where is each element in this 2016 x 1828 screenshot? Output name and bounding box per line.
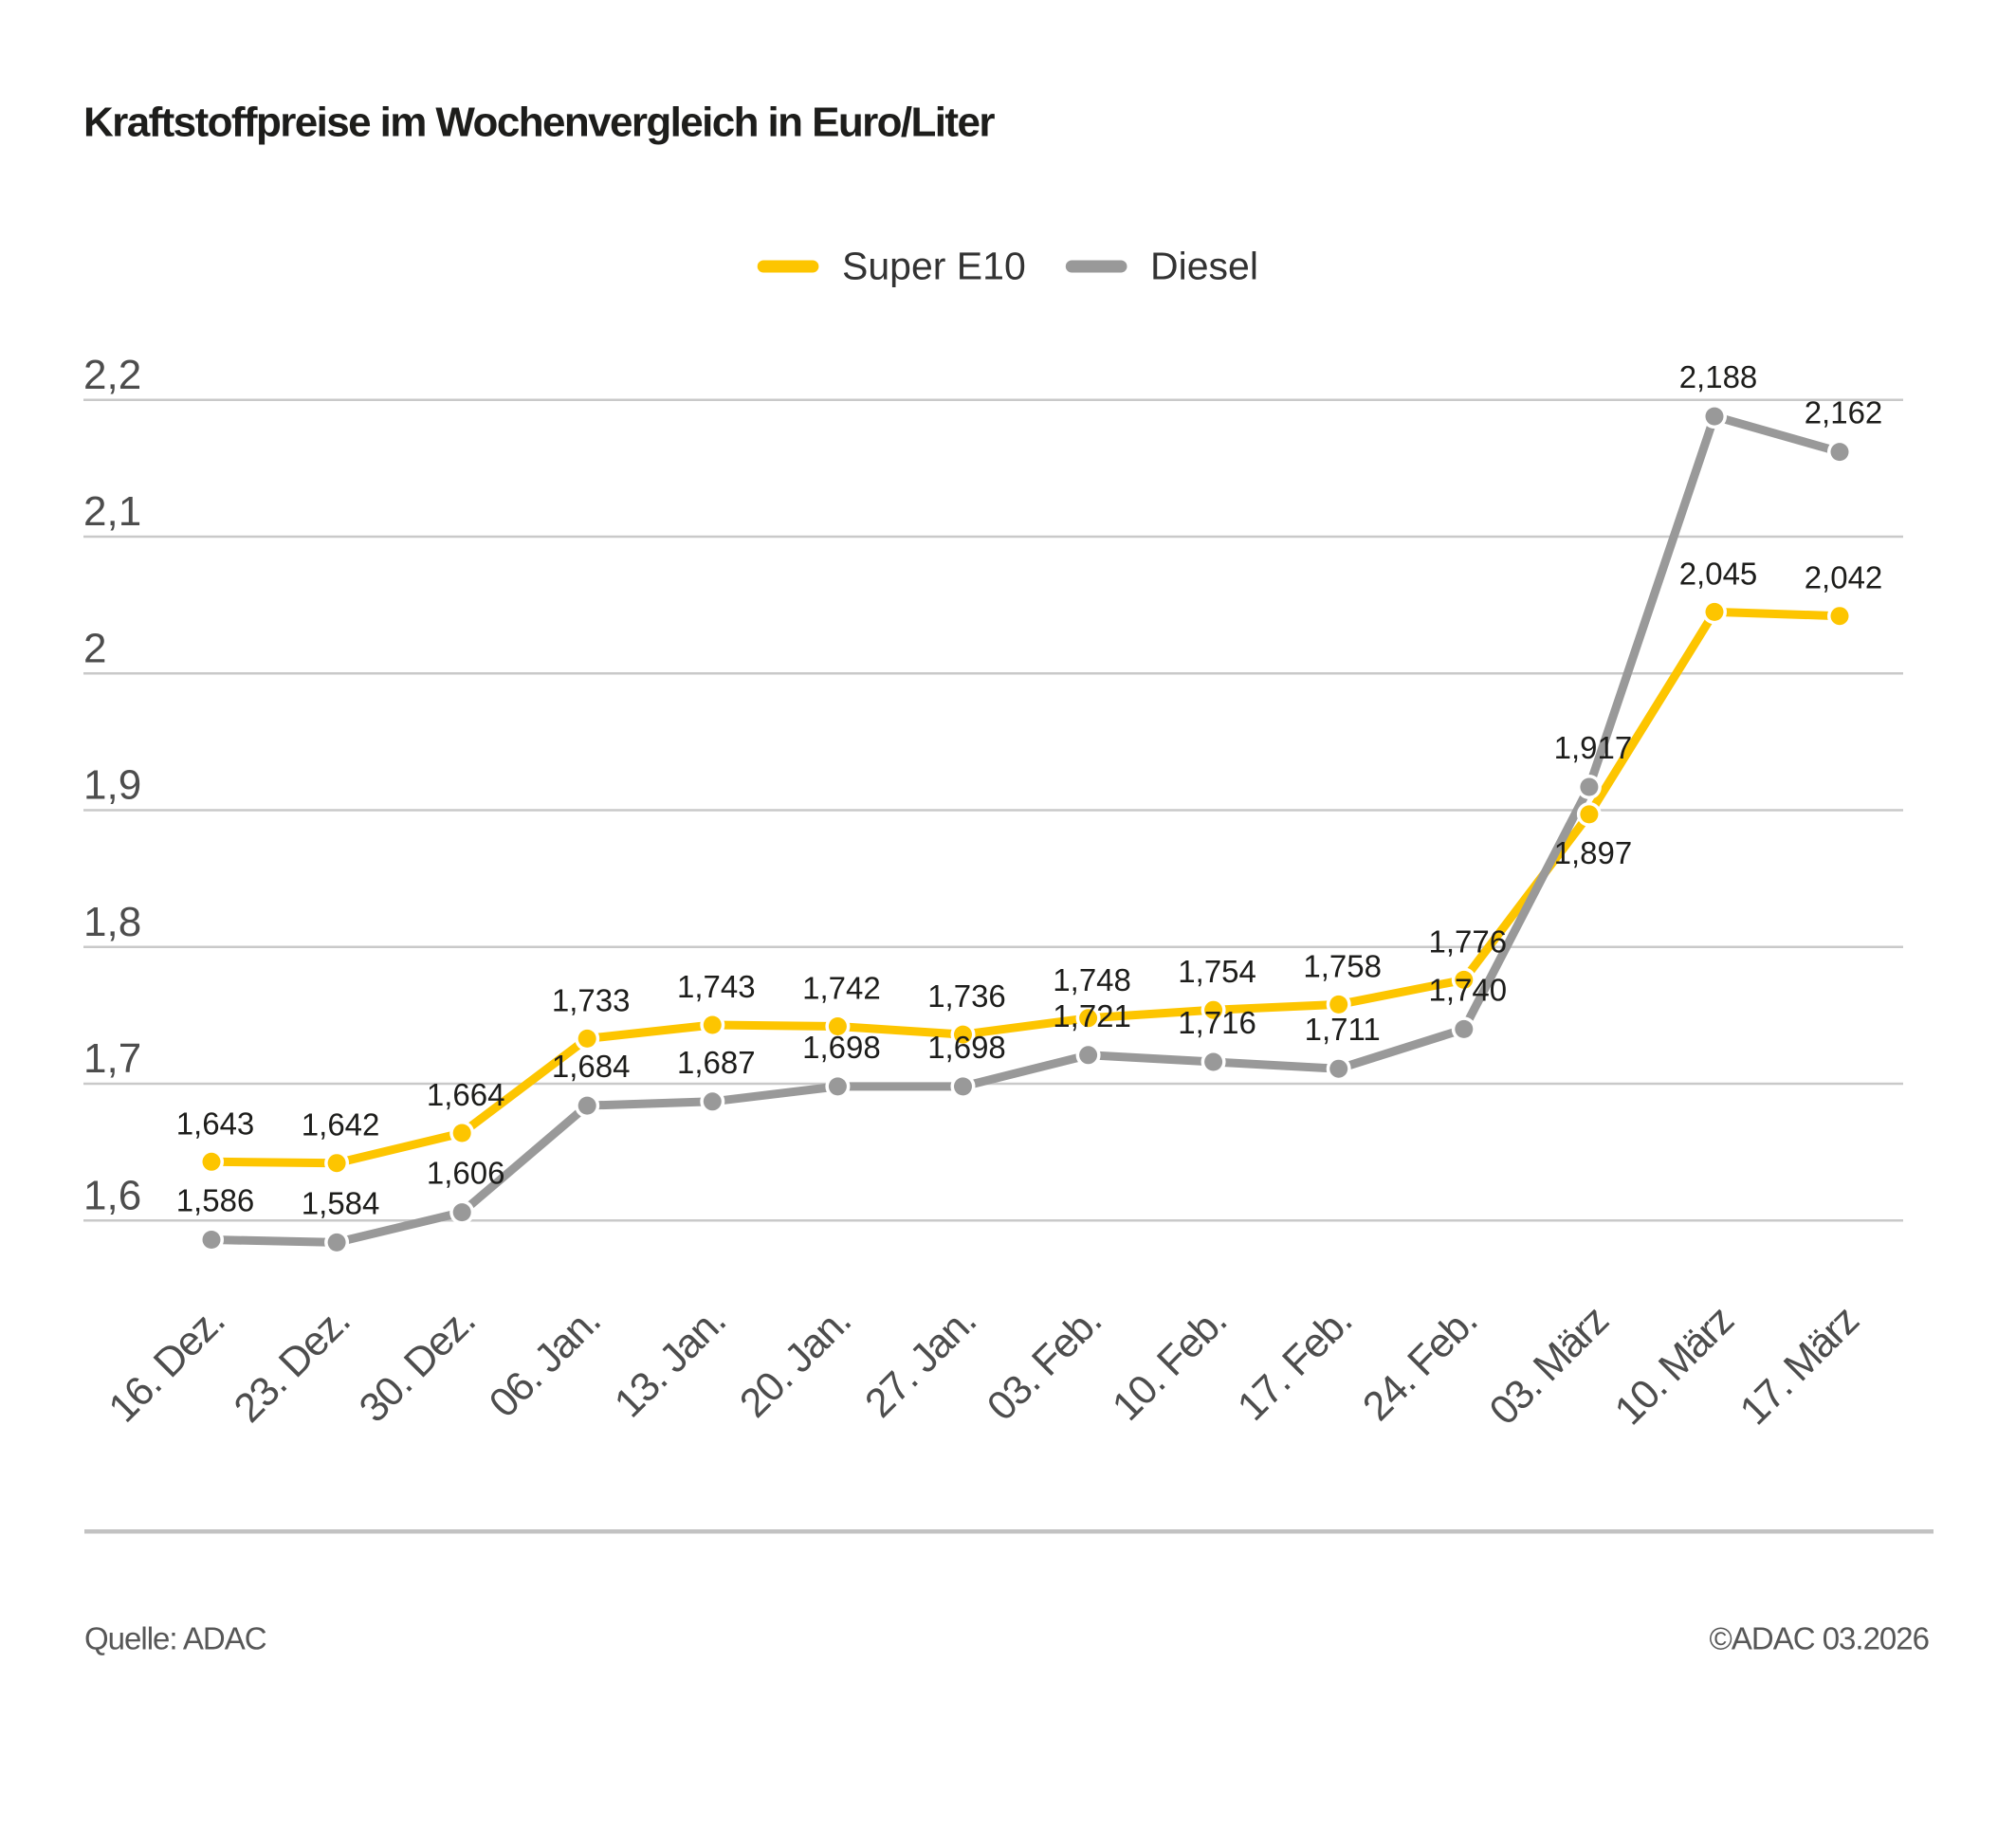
svg-text:Kraftstoffpreise im Wochenverg: Kraftstoffpreise im Wochenvergleich in E…: [83, 100, 995, 146]
svg-text:1,6: 1,6: [83, 1172, 141, 1218]
svg-text:2,162: 2,162: [1805, 395, 1883, 430]
svg-text:1,721: 1,721: [1053, 998, 1131, 1033]
svg-text:1,776: 1,776: [1429, 923, 1508, 959]
svg-text:1,664: 1,664: [427, 1077, 505, 1112]
svg-text:1,743: 1,743: [677, 969, 756, 1004]
svg-text:1,748: 1,748: [1053, 962, 1131, 997]
svg-text:2,188: 2,188: [1679, 359, 1758, 394]
svg-text:1,758: 1,758: [1303, 948, 1382, 983]
svg-text:2,042: 2,042: [1805, 560, 1883, 595]
svg-text:Super E10: Super E10: [842, 245, 1026, 288]
svg-text:1,687: 1,687: [677, 1045, 756, 1080]
svg-text:2: 2: [83, 625, 106, 671]
svg-text:1,740: 1,740: [1429, 972, 1508, 1007]
svg-text:Diesel: Diesel: [1150, 245, 1258, 288]
svg-text:1,754: 1,754: [1178, 954, 1256, 989]
svg-text:1,698: 1,698: [927, 1030, 1006, 1065]
svg-text:1,733: 1,733: [552, 982, 631, 1017]
svg-text:1,684: 1,684: [552, 1049, 631, 1084]
svg-text:1,642: 1,642: [302, 1107, 380, 1142]
svg-text:1,716: 1,716: [1178, 1005, 1256, 1040]
svg-text:2,1: 2,1: [83, 488, 141, 535]
svg-text:1,643: 1,643: [176, 1106, 255, 1141]
svg-text:1,8: 1,8: [83, 899, 141, 945]
svg-text:2,2: 2,2: [83, 352, 141, 398]
svg-text:1,9: 1,9: [83, 762, 141, 809]
svg-text:1,584: 1,584: [302, 1185, 380, 1220]
svg-text:1,586: 1,586: [176, 1183, 255, 1218]
svg-text:Quelle: ADAC: Quelle: ADAC: [84, 1621, 266, 1656]
svg-text:©ADAC 03.2026: ©ADAC 03.2026: [1710, 1621, 1929, 1656]
svg-text:1,7: 1,7: [83, 1035, 141, 1082]
svg-text:1,606: 1,606: [427, 1156, 505, 1191]
svg-text:1,917: 1,917: [1554, 730, 1633, 765]
svg-text:1,698: 1,698: [802, 1030, 881, 1065]
svg-text:1,742: 1,742: [802, 971, 881, 1006]
svg-text:1,711: 1,711: [1305, 1012, 1381, 1047]
svg-text:1,897: 1,897: [1554, 835, 1633, 870]
svg-text:1,736: 1,736: [927, 978, 1006, 1014]
svg-text:2,045: 2,045: [1679, 556, 1758, 591]
